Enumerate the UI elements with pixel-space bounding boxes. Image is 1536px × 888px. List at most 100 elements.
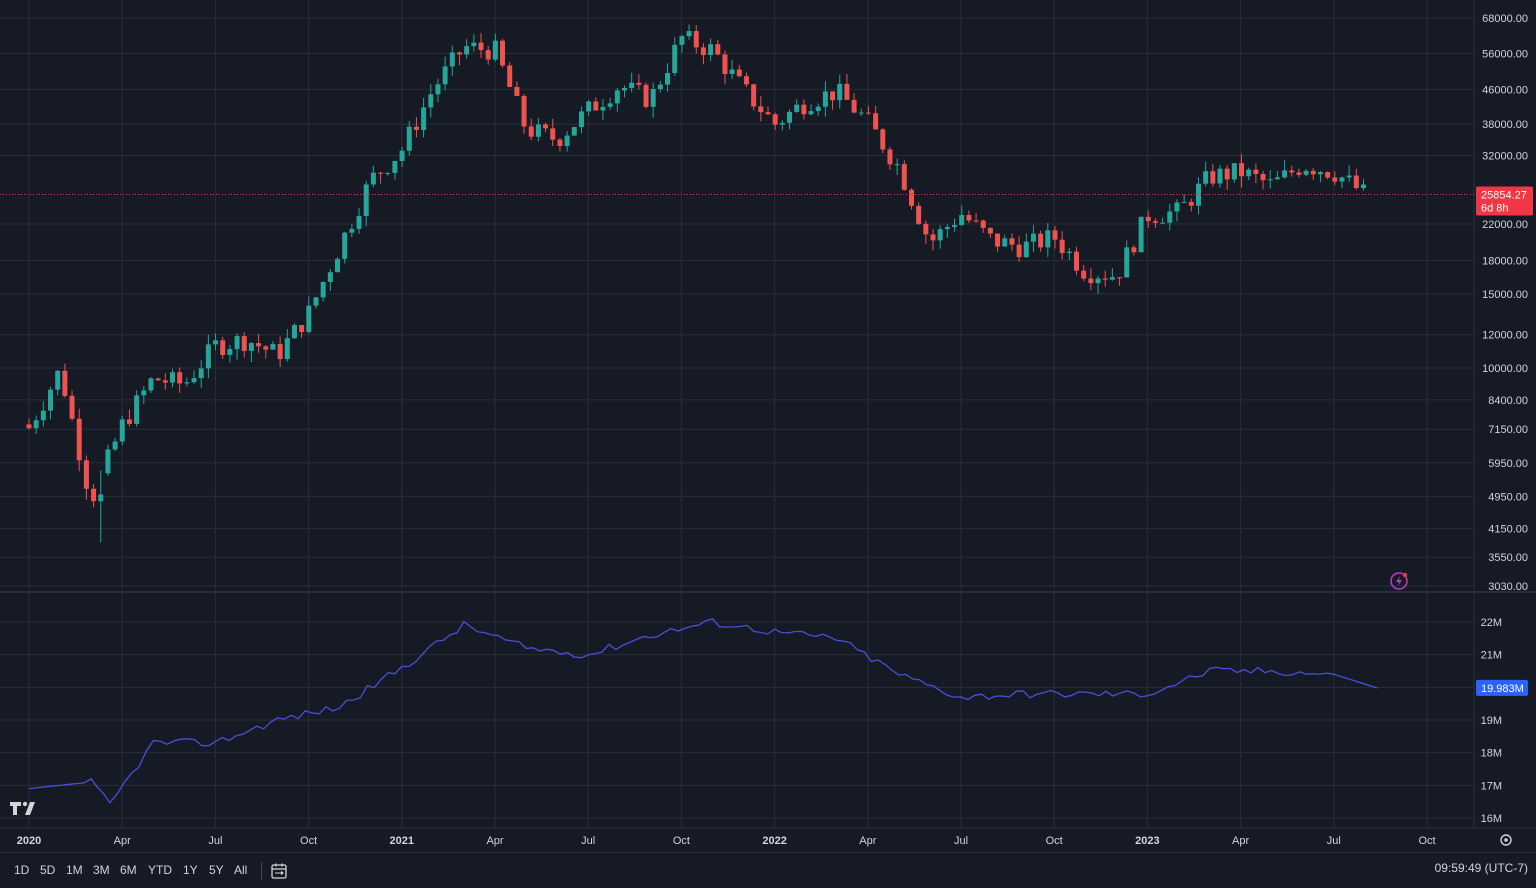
x-tick-label: Apr bbox=[486, 835, 503, 847]
candle-body bbox=[62, 370, 68, 396]
candle-body bbox=[126, 419, 132, 424]
range-button-1d[interactable]: 1D bbox=[14, 863, 30, 877]
candle-body bbox=[492, 40, 498, 60]
x-tick-label: Oct bbox=[1046, 835, 1063, 847]
range-button-1m[interactable]: 1M bbox=[66, 863, 83, 877]
price-tick-label: 4150.00 bbox=[1488, 524, 1528, 536]
lower-tick-label: 17M bbox=[1481, 780, 1502, 792]
candle-body bbox=[1138, 216, 1144, 253]
candle-body bbox=[1124, 247, 1130, 278]
candle-body bbox=[155, 378, 161, 381]
candle-body bbox=[119, 419, 125, 442]
candle-body bbox=[1217, 168, 1223, 184]
candle-body bbox=[1210, 171, 1216, 184]
price-tick-label: 22000.00 bbox=[1482, 219, 1528, 231]
candle-body bbox=[830, 91, 836, 101]
chart-area[interactable]: 2020 Apr Jul Oct 2021 Apr Jul Oct 2022 Apr Jul Oct 2… bbox=[0, 0, 1536, 852]
candle-body bbox=[722, 54, 728, 74]
range-button-ytd[interactable]: YTD bbox=[148, 863, 172, 877]
candle-body bbox=[1361, 184, 1367, 189]
candle-body bbox=[306, 305, 312, 332]
chart-background bbox=[0, 0, 1536, 852]
clock-readout: 09:59:49 (UTC-7) bbox=[1434, 861, 1528, 875]
range-button-6m[interactable]: 6M bbox=[120, 863, 137, 877]
candle-body bbox=[908, 189, 914, 206]
gear-icon[interactable] bbox=[1500, 834, 1512, 846]
range-button-1y[interactable]: 1Y bbox=[183, 863, 198, 877]
candle-body bbox=[959, 215, 965, 225]
candle-body bbox=[1332, 177, 1338, 182]
candle-body bbox=[679, 36, 685, 45]
candle-body bbox=[1224, 168, 1230, 180]
x-tick-label: Jul bbox=[581, 835, 595, 847]
candle-body bbox=[83, 460, 89, 489]
candle-body bbox=[1325, 172, 1331, 178]
candle-body bbox=[514, 86, 520, 96]
candle-body bbox=[148, 378, 154, 391]
candle-body bbox=[69, 395, 75, 419]
candle-body bbox=[865, 112, 871, 114]
range-button-3m[interactable]: 3M bbox=[93, 863, 110, 877]
candle-body bbox=[535, 124, 541, 137]
candle-body bbox=[1095, 278, 1101, 284]
candle-body bbox=[500, 40, 506, 66]
candle-body bbox=[1246, 169, 1252, 177]
price-tick-label: 32000.00 bbox=[1482, 151, 1528, 163]
x-tick-label: 2020 bbox=[17, 835, 41, 847]
candle-body bbox=[478, 42, 484, 51]
candle-body bbox=[930, 234, 936, 241]
candle-body bbox=[887, 149, 893, 165]
candle-body bbox=[1102, 278, 1108, 280]
candle-body bbox=[1160, 222, 1166, 224]
candle-body bbox=[363, 184, 369, 216]
candle-body bbox=[729, 69, 735, 74]
candle-body bbox=[356, 215, 362, 229]
x-tick-label: 2023 bbox=[1135, 835, 1159, 847]
candle-body bbox=[313, 297, 319, 306]
candle-body bbox=[335, 258, 341, 273]
flash-alert-icon[interactable] bbox=[1388, 570, 1410, 597]
candle-body bbox=[1016, 244, 1022, 258]
candle-body bbox=[320, 281, 326, 298]
candle-body bbox=[593, 101, 599, 111]
range-button-5y[interactable]: 5Y bbox=[209, 863, 224, 877]
candle-body bbox=[1059, 239, 1065, 254]
candle-body bbox=[1030, 233, 1036, 242]
candle-body bbox=[636, 82, 642, 85]
x-tick-label: Apr bbox=[1232, 835, 1249, 847]
candle-body bbox=[428, 94, 434, 108]
candle-body bbox=[973, 220, 979, 222]
range-button-all[interactable]: All bbox=[234, 863, 248, 877]
candle-body bbox=[787, 111, 793, 123]
range-button-5d[interactable]: 5D bbox=[40, 863, 56, 877]
x-tick-label: Jul bbox=[954, 835, 968, 847]
candle-body bbox=[794, 104, 800, 112]
price-tick-label: 8400.00 bbox=[1488, 395, 1528, 407]
candle-body bbox=[277, 344, 283, 360]
price-tick-label: 10000.00 bbox=[1482, 363, 1528, 375]
candle-body bbox=[1289, 170, 1295, 173]
candle-body bbox=[485, 50, 491, 60]
candle-body bbox=[944, 226, 950, 230]
candle-body bbox=[779, 122, 785, 125]
candle-body bbox=[686, 31, 692, 37]
candle-body bbox=[557, 139, 563, 146]
candle-body bbox=[995, 233, 1001, 247]
candle-body bbox=[578, 111, 584, 128]
x-tick-label: 2022 bbox=[762, 835, 786, 847]
candle-body bbox=[923, 223, 929, 235]
candle-body bbox=[507, 65, 513, 87]
candle-body bbox=[1167, 211, 1173, 223]
candle-body bbox=[213, 340, 219, 345]
calendar-range-icon[interactable] bbox=[270, 862, 288, 880]
candle-body bbox=[528, 126, 534, 137]
candle-body bbox=[1346, 175, 1352, 178]
candle-body bbox=[1038, 233, 1044, 248]
candle-body bbox=[521, 95, 527, 127]
candle-body bbox=[1353, 175, 1359, 189]
candle-body bbox=[758, 106, 764, 113]
x-tick-label: 2021 bbox=[390, 835, 414, 847]
candle-body bbox=[772, 114, 778, 125]
lower-tick-label: 22M bbox=[1481, 617, 1502, 629]
candle-body bbox=[844, 83, 850, 100]
